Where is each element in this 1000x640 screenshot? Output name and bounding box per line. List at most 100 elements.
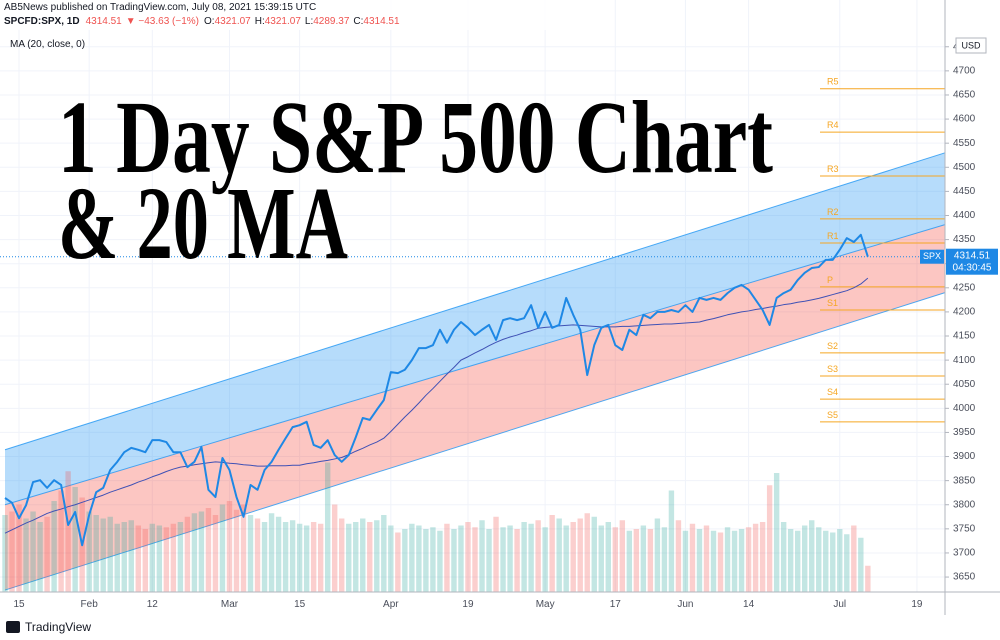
currency: USD xyxy=(961,40,981,50)
volume-bar xyxy=(451,529,457,592)
channel-line xyxy=(4,152,946,451)
x-tick-label: Jun xyxy=(677,599,693,610)
volume-bar xyxy=(486,529,492,592)
volume-bar xyxy=(514,529,520,592)
ohlc-value: 4321.07 xyxy=(215,16,252,27)
pivots: R5 R4 R3 R2 R1 P S1 S2 S3 S4 S5 xyxy=(820,77,945,423)
volume-bar xyxy=(738,529,745,592)
volume-bar xyxy=(30,511,36,592)
y-tick-label: 4050 xyxy=(953,379,976,390)
x-tick-label: 19 xyxy=(462,599,474,610)
symbol-line: SPCFD:SPX, 1D 4314.51 ▼ −43.63 (−1%) O:4321… xyxy=(4,16,400,27)
y-tick-label: 4650 xyxy=(953,90,976,101)
countdown: 04:30:45 xyxy=(953,262,992,273)
volume-bar xyxy=(205,508,212,592)
volume-bar xyxy=(409,523,415,592)
volume-bar xyxy=(802,525,808,592)
volume-bar xyxy=(93,515,99,592)
volume-bar xyxy=(542,527,548,592)
volume-bar xyxy=(500,527,506,592)
volume-bar xyxy=(570,522,576,592)
volume-bar xyxy=(121,522,127,592)
volume-bar xyxy=(479,520,485,592)
ohlc-label: L: xyxy=(305,16,313,27)
pivot-label: S1 xyxy=(827,298,838,308)
volume-bar xyxy=(149,523,156,592)
volume-bar xyxy=(170,523,177,592)
volume-bar xyxy=(437,530,443,592)
volume-bar xyxy=(773,473,780,592)
volume-bar xyxy=(233,509,240,592)
y-tick-label: 4450 xyxy=(953,186,976,197)
y-tick-label: 3650 xyxy=(953,572,976,583)
volume-bar xyxy=(51,501,57,592)
pivot-label: S4 xyxy=(827,387,838,397)
ohlc-label: O: xyxy=(204,16,215,27)
x-tick-label: 15 xyxy=(13,599,25,610)
x-tick-label: 17 xyxy=(610,599,622,610)
regression-channel xyxy=(4,152,946,591)
volume-bar xyxy=(212,515,219,592)
volume-bar xyxy=(794,530,801,592)
ma-line xyxy=(4,277,869,534)
pivot-label: R5 xyxy=(827,77,839,87)
volume-bar xyxy=(528,523,534,592)
volume-bar xyxy=(339,518,345,592)
volume-bar xyxy=(381,515,387,592)
volume-bar xyxy=(731,530,738,592)
volume-bar xyxy=(612,527,618,592)
volume-bar xyxy=(521,522,527,592)
x-tick-label: 15 xyxy=(294,599,306,610)
volume-bar xyxy=(724,527,731,592)
y-tick-label: 3900 xyxy=(953,451,976,462)
y-tick-label: 3800 xyxy=(953,499,976,510)
volume-bar xyxy=(177,522,184,592)
volume-bar xyxy=(332,504,338,592)
x-tick-label: Jul xyxy=(833,599,846,610)
volume-bar xyxy=(261,522,268,592)
volume-bar xyxy=(402,529,408,592)
symbol: SPCFD:SPX, 1D xyxy=(4,16,80,27)
volume-bar xyxy=(619,520,626,592)
volume-bar xyxy=(142,529,148,592)
volume-bar xyxy=(844,534,850,592)
volume-bar xyxy=(16,504,22,592)
volume-bar xyxy=(472,527,478,592)
volume-bar xyxy=(275,516,282,592)
volume-bar xyxy=(507,525,513,592)
volume-bar xyxy=(556,518,562,592)
series-tag xyxy=(920,249,944,264)
pivot-label: S5 xyxy=(827,410,838,420)
volume-bar xyxy=(816,527,822,592)
ohlc-label: H: xyxy=(255,16,265,27)
volume-bar xyxy=(787,529,794,592)
y-tick-label: 3850 xyxy=(953,475,976,486)
x-tick-label: Mar xyxy=(221,599,239,610)
channel-line xyxy=(4,292,946,591)
volume-bar xyxy=(696,529,703,592)
volume-bar xyxy=(65,471,71,592)
price-tag xyxy=(946,248,998,275)
price-line xyxy=(4,233,869,547)
overlay-title: & 20 MA xyxy=(58,166,348,281)
volume-bar xyxy=(535,520,541,592)
volume-bar xyxy=(163,527,170,592)
indicator-label: MA (20, close, 0) xyxy=(10,39,85,50)
volume-bar xyxy=(395,532,401,592)
volume-bar xyxy=(668,490,675,592)
volume-bar xyxy=(346,523,352,592)
volume-bar xyxy=(247,515,254,592)
volume-bar xyxy=(367,522,373,592)
y-tick-label: 4500 xyxy=(953,162,976,173)
pivot-label: R2 xyxy=(827,207,839,217)
volume-bar xyxy=(72,487,78,592)
volume-bar xyxy=(444,523,450,592)
x-tick-label: Apr xyxy=(383,599,399,610)
volume-bar xyxy=(135,525,141,592)
lines xyxy=(0,233,945,547)
volume-bar xyxy=(388,525,394,592)
pivot-label: R3 xyxy=(827,164,839,174)
volume-bar xyxy=(830,532,836,592)
volume-bar xyxy=(100,518,106,592)
logo-icon xyxy=(6,621,20,633)
